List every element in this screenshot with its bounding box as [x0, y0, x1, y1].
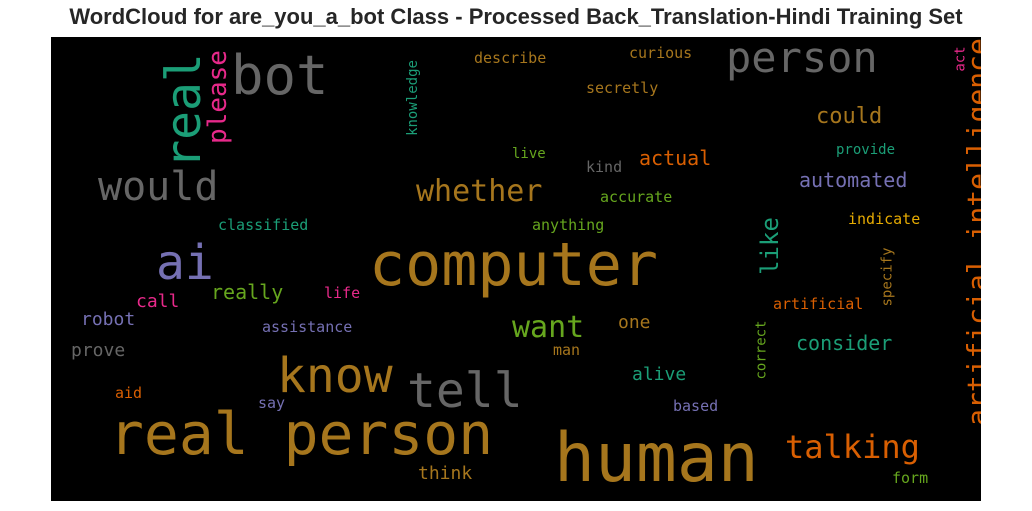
word-computer: computer	[369, 230, 658, 300]
word-artificial: artificial	[773, 295, 864, 313]
word-classified: classified	[218, 216, 309, 234]
word-alive: alive	[632, 364, 687, 385]
word-act: act	[952, 46, 969, 72]
word-say: say	[258, 394, 286, 412]
word-aid: aid	[115, 384, 143, 402]
word-prove: prove	[71, 340, 126, 361]
word-cloud: computer human real person know tell bot…	[51, 37, 981, 501]
word-curious: curious	[629, 44, 693, 62]
word-really: really	[211, 280, 284, 304]
word-could: could	[816, 104, 883, 129]
word-want: want	[512, 310, 585, 345]
word-assistance: assistance	[262, 318, 353, 336]
word-accurate: accurate	[600, 188, 673, 206]
word-ai: ai	[156, 235, 214, 291]
word-robot: robot	[81, 309, 136, 330]
word-knowledge: knowledge	[404, 60, 421, 136]
word-anything: anything	[532, 216, 605, 234]
word-automated: automated	[799, 168, 908, 192]
word-please: please	[202, 50, 233, 144]
word-real: real	[155, 53, 212, 169]
word-one: one	[618, 312, 651, 333]
word-tell: tell	[407, 363, 523, 419]
word-kind: kind	[586, 158, 623, 176]
word-correct: correct	[753, 320, 770, 380]
word-bot: bot	[231, 44, 329, 107]
word-live: live	[512, 146, 546, 162]
word-human: human	[554, 419, 759, 498]
word-life: life	[324, 284, 361, 302]
word-real-person: real person	[109, 400, 494, 468]
word-call: call	[136, 291, 180, 312]
word-like: like	[755, 217, 784, 275]
word-artificial-intelligence: artificial intelligence	[960, 38, 981, 426]
word-describe: describe	[474, 49, 547, 67]
word-secretly: secretly	[586, 79, 659, 97]
word-actual: actual	[639, 146, 712, 170]
word-specify: specify	[879, 247, 896, 307]
word-consider: consider	[796, 331, 893, 355]
word-man: man	[553, 341, 581, 359]
chart-title: WordCloud for are_you_a_bot Class - Proc…	[69, 4, 963, 29]
word-whether: whether	[416, 174, 543, 209]
word-person: person	[726, 37, 878, 82]
word-form: form	[892, 469, 929, 487]
word-provide: provide	[836, 142, 896, 158]
word-think: think	[418, 463, 473, 484]
word-indicate: indicate	[848, 210, 921, 228]
word-based: based	[673, 397, 719, 415]
word-would: would	[98, 164, 219, 210]
word-talking: talking	[785, 428, 920, 466]
word-know: know	[277, 348, 393, 404]
